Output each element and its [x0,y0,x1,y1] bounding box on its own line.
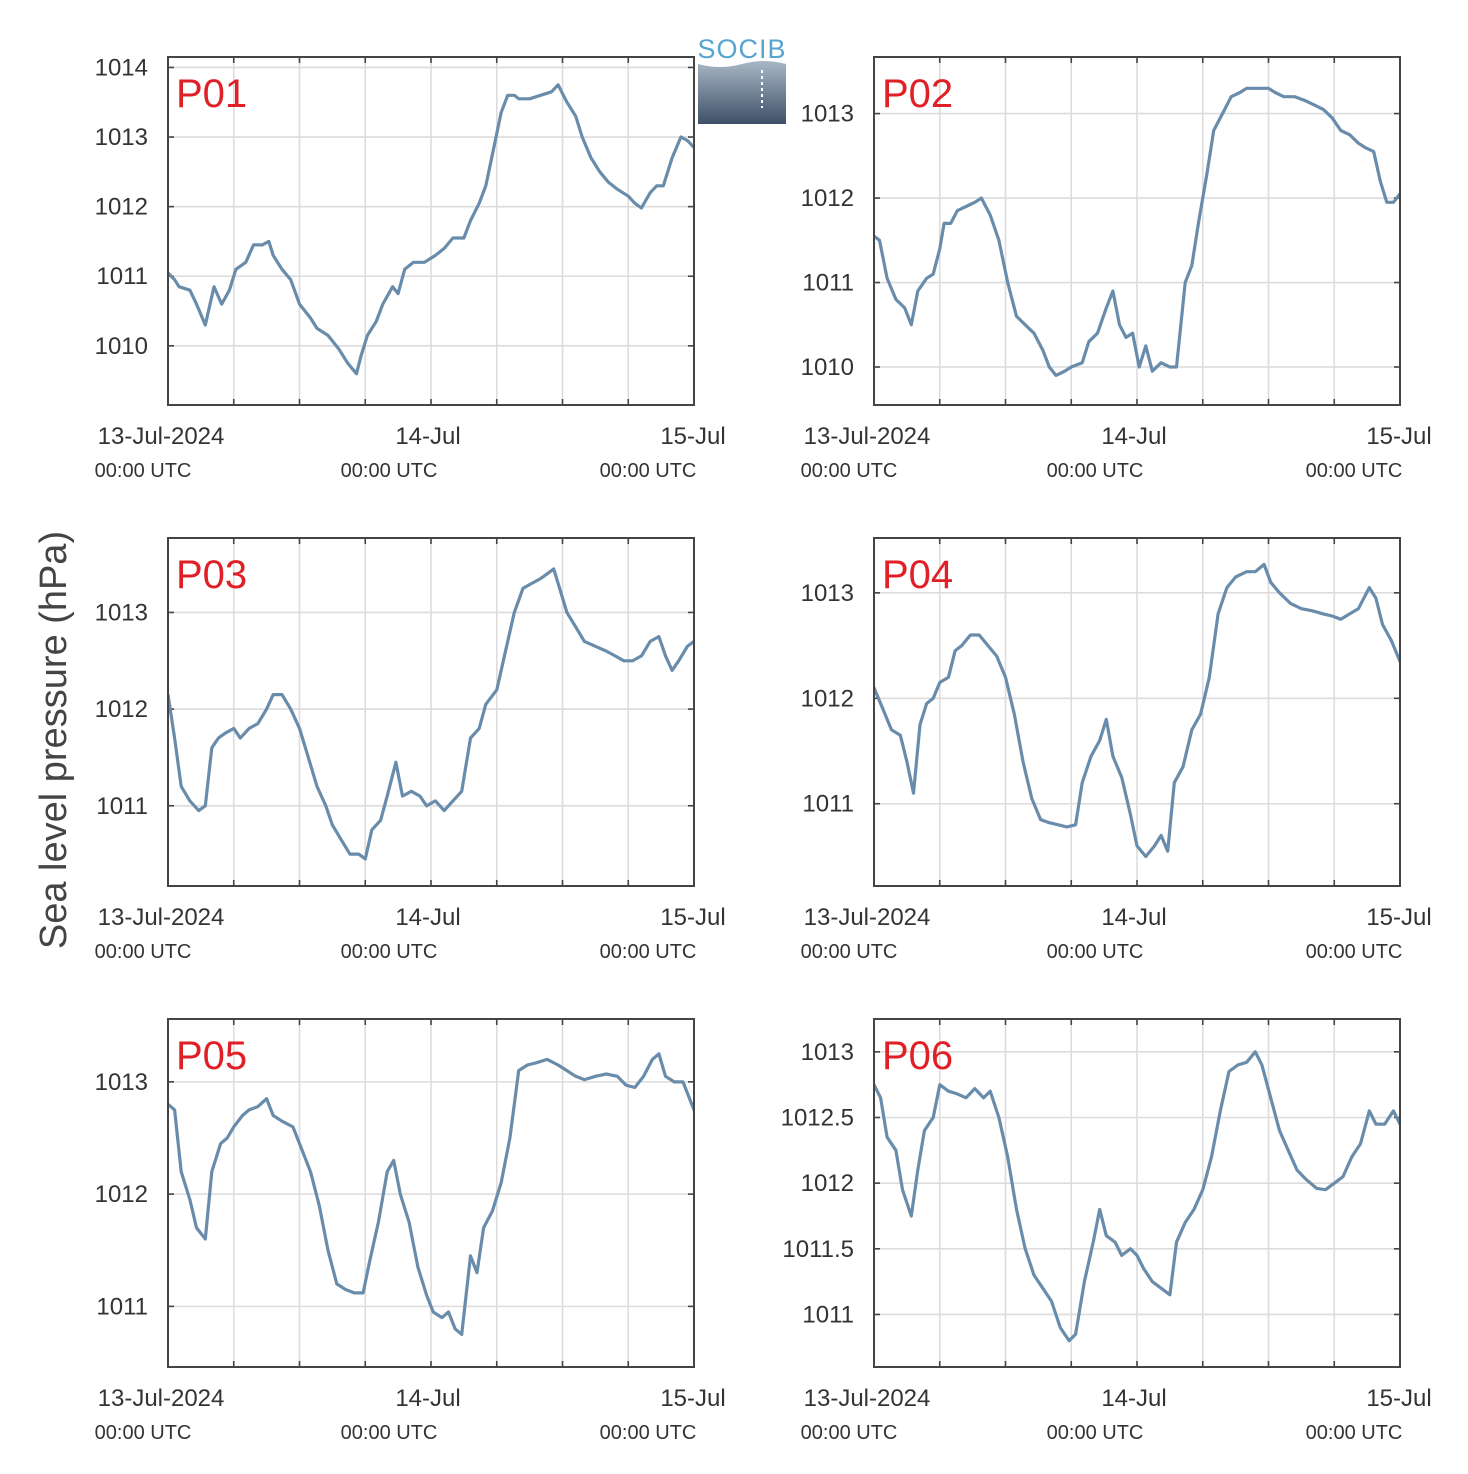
x-tick-label-time: 00:00 UTC [95,941,192,963]
x-tick-label-time: 00:00 UTC [801,460,898,482]
y-tick-label: 1013 [801,101,854,128]
x-tick-label-time: 00:00 UTC [341,1422,438,1444]
x-tick-label-date: 13-Jul-2024 [804,1385,931,1412]
panel-label: P03 [176,553,247,597]
chart-panel-p03: 1011 1012 1013 13-Jul-2024 00:00 UTC 14-Jul 00… [95,537,726,963]
panel-label: P02 [882,72,953,116]
x-tick-label-time: 00:00 UTC [341,941,438,963]
x-tick-label-time: 00:00 UTC [95,1422,192,1444]
x-tick-label-date: 15-Jul [660,423,725,450]
pressure-series-line [168,83,694,376]
x-tick-label-date: 13-Jul-2024 [804,904,931,931]
y-tick-label: 1012.5 [781,1104,854,1131]
x-tick-label-time: 00:00 UTC [1047,1422,1144,1444]
x-tick-label-time: 00:00 UTC [600,1422,697,1444]
panel-label: P05 [176,1034,247,1078]
plot-frame [167,537,695,887]
y-axis-label: Sea level pressure (hPa) [33,531,75,949]
y-tick-label: 1013 [801,1039,854,1066]
socib-logo: SOCIB [697,34,786,124]
x-tick-label-date: 14-Jul [395,423,460,450]
pressure-series-line [168,1052,694,1336]
x-tick-label-time: 00:00 UTC [600,941,697,963]
x-tick-label-date: 14-Jul [1101,1385,1166,1412]
x-tick-label-date: 13-Jul-2024 [98,1385,225,1412]
x-tick-label-time: 00:00 UTC [95,460,192,482]
chart-panel-p04: 1011 1012 1013 13-Jul-2024 00:00 UTC 14-Jul 00… [801,537,1432,963]
y-tick-label: 1011 [96,793,148,820]
y-tick-label: 1011 [96,1293,148,1320]
x-tick-label-time: 00:00 UTC [600,460,697,482]
x-tick-label-date: 15-Jul [1366,904,1431,931]
socib-logo-text: SOCIB [697,34,786,64]
x-tick-label-date: 14-Jul [395,904,460,931]
y-tick-label: 1013 [95,599,148,626]
x-tick-label-date: 14-Jul [1101,423,1166,450]
y-tick-label: 1013 [95,124,148,151]
y-tick-label: 1011 [96,263,148,290]
chart-panel-p01: 1010 1011 1012 1013 1014 13-Jul-2024 00:00 UTC… [95,54,726,482]
pressure-series-line [168,567,694,861]
y-tick-label: 1012 [801,1170,854,1197]
pressure-series-line [874,1050,1400,1343]
plot-frame [873,56,1401,406]
y-tick-label: 1013 [95,1069,148,1096]
plot-frame [167,56,695,406]
chart-panel-p02: 1010 1011 1012 1013 13-Jul-2024 00:00 UTC 14-J… [801,56,1432,482]
y-tick-label: 1011.5 [782,1236,854,1263]
pressure-series-line [874,562,1400,859]
panel-label: P04 [882,553,953,597]
x-tick-label-date: 13-Jul-2024 [98,904,225,931]
x-tick-label-time: 00:00 UTC [801,941,898,963]
x-tick-label-date: 13-Jul-2024 [98,423,225,450]
x-tick-label-time: 00:00 UTC [1047,460,1144,482]
plot-frame [873,1018,1401,1368]
x-tick-label-date: 15-Jul [1366,423,1431,450]
x-tick-label-time: 00:00 UTC [1047,941,1144,963]
x-tick-label-time: 00:00 UTC [1306,941,1403,963]
x-tick-label-time: 00:00 UTC [801,1422,898,1444]
logo-wave-icon [698,61,786,124]
y-tick-label: 1010 [801,354,854,381]
panel-label: P01 [176,72,247,116]
panel-label: P06 [882,1034,953,1078]
y-tick-label: 1012 [95,696,148,723]
x-tick-label-date: 15-Jul [660,1385,725,1412]
x-tick-label-date: 14-Jul [1101,904,1166,931]
y-tick-label: 1011 [802,791,854,818]
chart-panel-p05: 1011 1012 1013 13-Jul-2024 00:00 UTC 14-Jul 00… [95,1018,726,1444]
pressure-series-line [874,86,1400,377]
y-tick-label: 1010 [95,333,148,360]
plot-frame [167,1018,695,1368]
x-tick-label-date: 13-Jul-2024 [804,423,931,450]
y-tick-label: 1012 [801,185,854,212]
x-tick-label-date: 14-Jul [395,1385,460,1412]
y-tick-label: 1011 [802,270,854,297]
y-tick-label: 1012 [95,1181,148,1208]
x-tick-label-date: 15-Jul [660,904,725,931]
x-tick-label-time: 00:00 UTC [1306,460,1403,482]
y-tick-label: 1011 [802,1301,854,1328]
x-tick-label-time: 00:00 UTC [1306,1422,1403,1444]
y-tick-label: 1014 [95,54,148,81]
y-tick-label: 1012 [95,194,148,221]
x-tick-label-time: 00:00 UTC [341,460,438,482]
y-tick-label: 1012 [801,685,854,712]
y-tick-label: 1013 [801,580,854,607]
x-tick-label-date: 15-Jul [1366,1385,1431,1412]
plot-frame [873,537,1401,887]
chart-panel-p06: 1011 1011.5 1012 1012.5 1013 13-Jul-2024 00:00… [781,1018,1432,1444]
